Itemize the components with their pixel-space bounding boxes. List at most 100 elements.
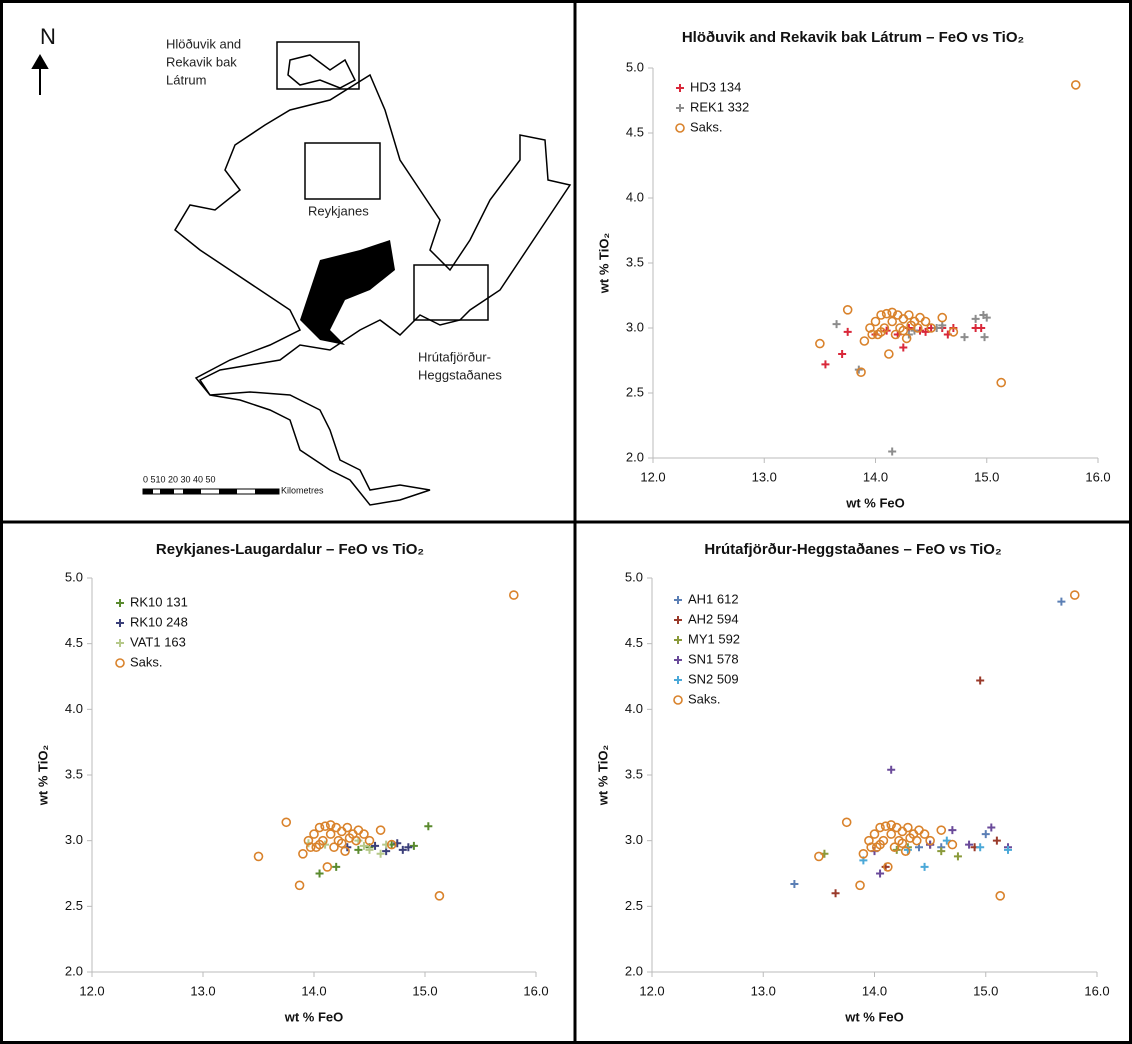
- legend-marker: [116, 599, 124, 607]
- point: [305, 842, 316, 853]
- legend-label: VAT1 163: [130, 634, 186, 649]
- point: [393, 839, 402, 848]
- legend-marker: [676, 104, 684, 112]
- point: [937, 312, 948, 323]
- y-tick-label: 4.0: [626, 189, 644, 204]
- point: [865, 323, 875, 333]
- point: [921, 327, 930, 336]
- point: [320, 821, 330, 832]
- x-axis-label: wt % FeO: [284, 1009, 344, 1024]
- point: [886, 820, 896, 830]
- point: [947, 839, 958, 850]
- legend-label: AH1 612: [688, 591, 739, 606]
- legend-marker: [675, 123, 685, 133]
- y-tick-label: 2.0: [625, 963, 643, 978]
- point: [253, 851, 264, 862]
- point: [876, 327, 886, 337]
- region-box: [276, 41, 360, 90]
- point: [858, 848, 869, 859]
- legend-swatch: [675, 123, 685, 133]
- y-tick-label: 2.5: [625, 898, 643, 913]
- point: [914, 825, 924, 835]
- x-tick-label: 14.0: [863, 469, 888, 484]
- point: [359, 841, 368, 850]
- x-tick-label: 12.0: [79, 983, 104, 998]
- point: [382, 840, 391, 849]
- point: [1069, 590, 1080, 600]
- legend-label: MY1 592: [688, 631, 740, 646]
- y-tick-label: 3.5: [625, 766, 643, 781]
- point: [424, 822, 433, 831]
- x-tick-label: 15.0: [412, 983, 437, 998]
- point: [920, 862, 929, 871]
- region-label: Heggstaðanes: [418, 367, 502, 382]
- x-tick-label: 12.0: [640, 469, 665, 484]
- legend-swatch: [674, 676, 682, 684]
- point: [919, 829, 930, 839]
- y-axis-label: wt % TiO₂: [35, 745, 50, 807]
- point: [996, 377, 1007, 388]
- point: [842, 304, 853, 315]
- scale-unit: Kilometres: [281, 485, 324, 495]
- point: [298, 848, 308, 859]
- point: [890, 329, 901, 340]
- point: [987, 823, 996, 832]
- y-axis-label: wt % TiO₂: [596, 233, 611, 295]
- x-tick-label: 15.0: [974, 469, 999, 484]
- point: [925, 835, 935, 846]
- point: [977, 324, 986, 332]
- point: [325, 820, 336, 830]
- point: [880, 821, 891, 832]
- y-tick-label: 3.5: [626, 254, 644, 269]
- legend-marker: [674, 596, 682, 604]
- point: [897, 826, 908, 837]
- y-tick-label: 5.0: [626, 59, 644, 74]
- point: [982, 313, 991, 322]
- point: [841, 817, 852, 828]
- chart-title: Hrútafjörður-Heggstaðanes – FeO vs TiO₂: [704, 541, 1001, 558]
- point: [315, 869, 324, 878]
- point: [875, 822, 885, 833]
- point: [866, 842, 876, 853]
- legend-swatch: [674, 596, 682, 604]
- point: [365, 845, 374, 854]
- point: [889, 842, 900, 853]
- point: [294, 880, 305, 891]
- region-box: [413, 264, 489, 321]
- point: [900, 846, 911, 856]
- point: [992, 836, 1001, 845]
- legend-marker: [674, 676, 682, 684]
- point: [309, 829, 319, 839]
- north-label: N: [40, 24, 56, 49]
- point: [354, 845, 363, 854]
- point: [336, 838, 347, 849]
- x-tick-label: 16.0: [523, 983, 548, 998]
- point: [876, 869, 885, 878]
- point: [351, 835, 361, 846]
- legend-swatch: [115, 658, 125, 668]
- point: [932, 324, 941, 332]
- region-label: Hrútafjörður-: [418, 349, 491, 364]
- region-label: Rekavik bak: [166, 54, 237, 69]
- point: [332, 862, 341, 871]
- point: [325, 829, 336, 839]
- point: [995, 891, 1006, 901]
- point: [867, 329, 877, 340]
- legend-swatch: [676, 104, 684, 112]
- point: [843, 327, 852, 336]
- x-tick-label: 12.0: [639, 983, 664, 998]
- legend-label: Saks.: [690, 119, 723, 134]
- point: [903, 822, 913, 833]
- y-tick-label: 4.0: [65, 701, 83, 716]
- point: [883, 862, 893, 872]
- point: [875, 839, 885, 850]
- point: [901, 333, 912, 344]
- point: [976, 676, 985, 685]
- point: [976, 843, 985, 852]
- point: [884, 349, 894, 359]
- legend-swatch: [674, 656, 682, 664]
- point: [953, 852, 962, 861]
- y-tick-label: 2.0: [626, 449, 644, 464]
- point: [314, 822, 325, 833]
